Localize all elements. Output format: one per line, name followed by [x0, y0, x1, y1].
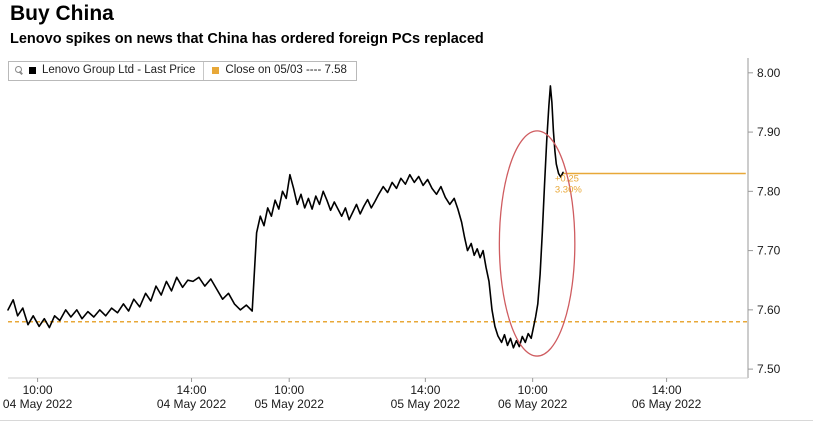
x-tick-time: 10:00: [23, 383, 53, 397]
x-tick-date: 05 May 2022: [391, 397, 461, 411]
chart-legend: Lenovo Group Ltd - Last Price Close on 0…: [8, 61, 357, 81]
x-tick-date: 04 May 2022: [157, 397, 227, 411]
x-tick-time: 14:00: [177, 383, 207, 397]
page-title: Buy China: [10, 2, 114, 25]
x-tick-time: 10:00: [274, 383, 304, 397]
x-tick-time: 14:00: [652, 383, 682, 397]
x-tick-date: 06 May 2022: [632, 397, 702, 411]
legend-divider: [203, 62, 205, 80]
legend-label-close[interactable]: Close on 05/03 ---- 7.58: [225, 64, 347, 76]
page-subtitle: Lenovo spikes on news that China has ord…: [10, 31, 484, 47]
y-tick-label: 7.60: [757, 303, 781, 317]
spike-highlight-ellipse: [498, 130, 576, 357]
price-chart: 7.50 7.60 7.70 7.80 7.90 8.00 10:00 04 May 2022…: [0, 58, 813, 421]
series-swatch-last-price: [29, 67, 36, 75]
change-annotation: 3.30%: [555, 184, 582, 195]
legend-magnifier-icon[interactable]: [14, 65, 23, 76]
y-tick-label: 8.00: [757, 66, 781, 80]
y-tick-label: 7.50: [757, 362, 781, 376]
x-tick-date: 04 May 2022: [3, 397, 73, 411]
x-tick-date: 05 May 2022: [255, 397, 325, 411]
change-annotation: +0.25: [555, 173, 579, 184]
legend-label-last-price[interactable]: Lenovo Group Ltd - Last Price: [42, 64, 196, 76]
series-swatch-close: [212, 67, 220, 75]
y-tick-label: 7.80: [757, 184, 781, 198]
x-tick-time: 10:00: [518, 383, 548, 397]
x-tick-time: 14:00: [410, 383, 440, 397]
y-tick-label: 7.70: [757, 244, 781, 258]
y-tick-label: 7.90: [757, 125, 781, 139]
x-tick-date: 06 May 2022: [498, 397, 568, 411]
price-line: [7, 85, 564, 349]
